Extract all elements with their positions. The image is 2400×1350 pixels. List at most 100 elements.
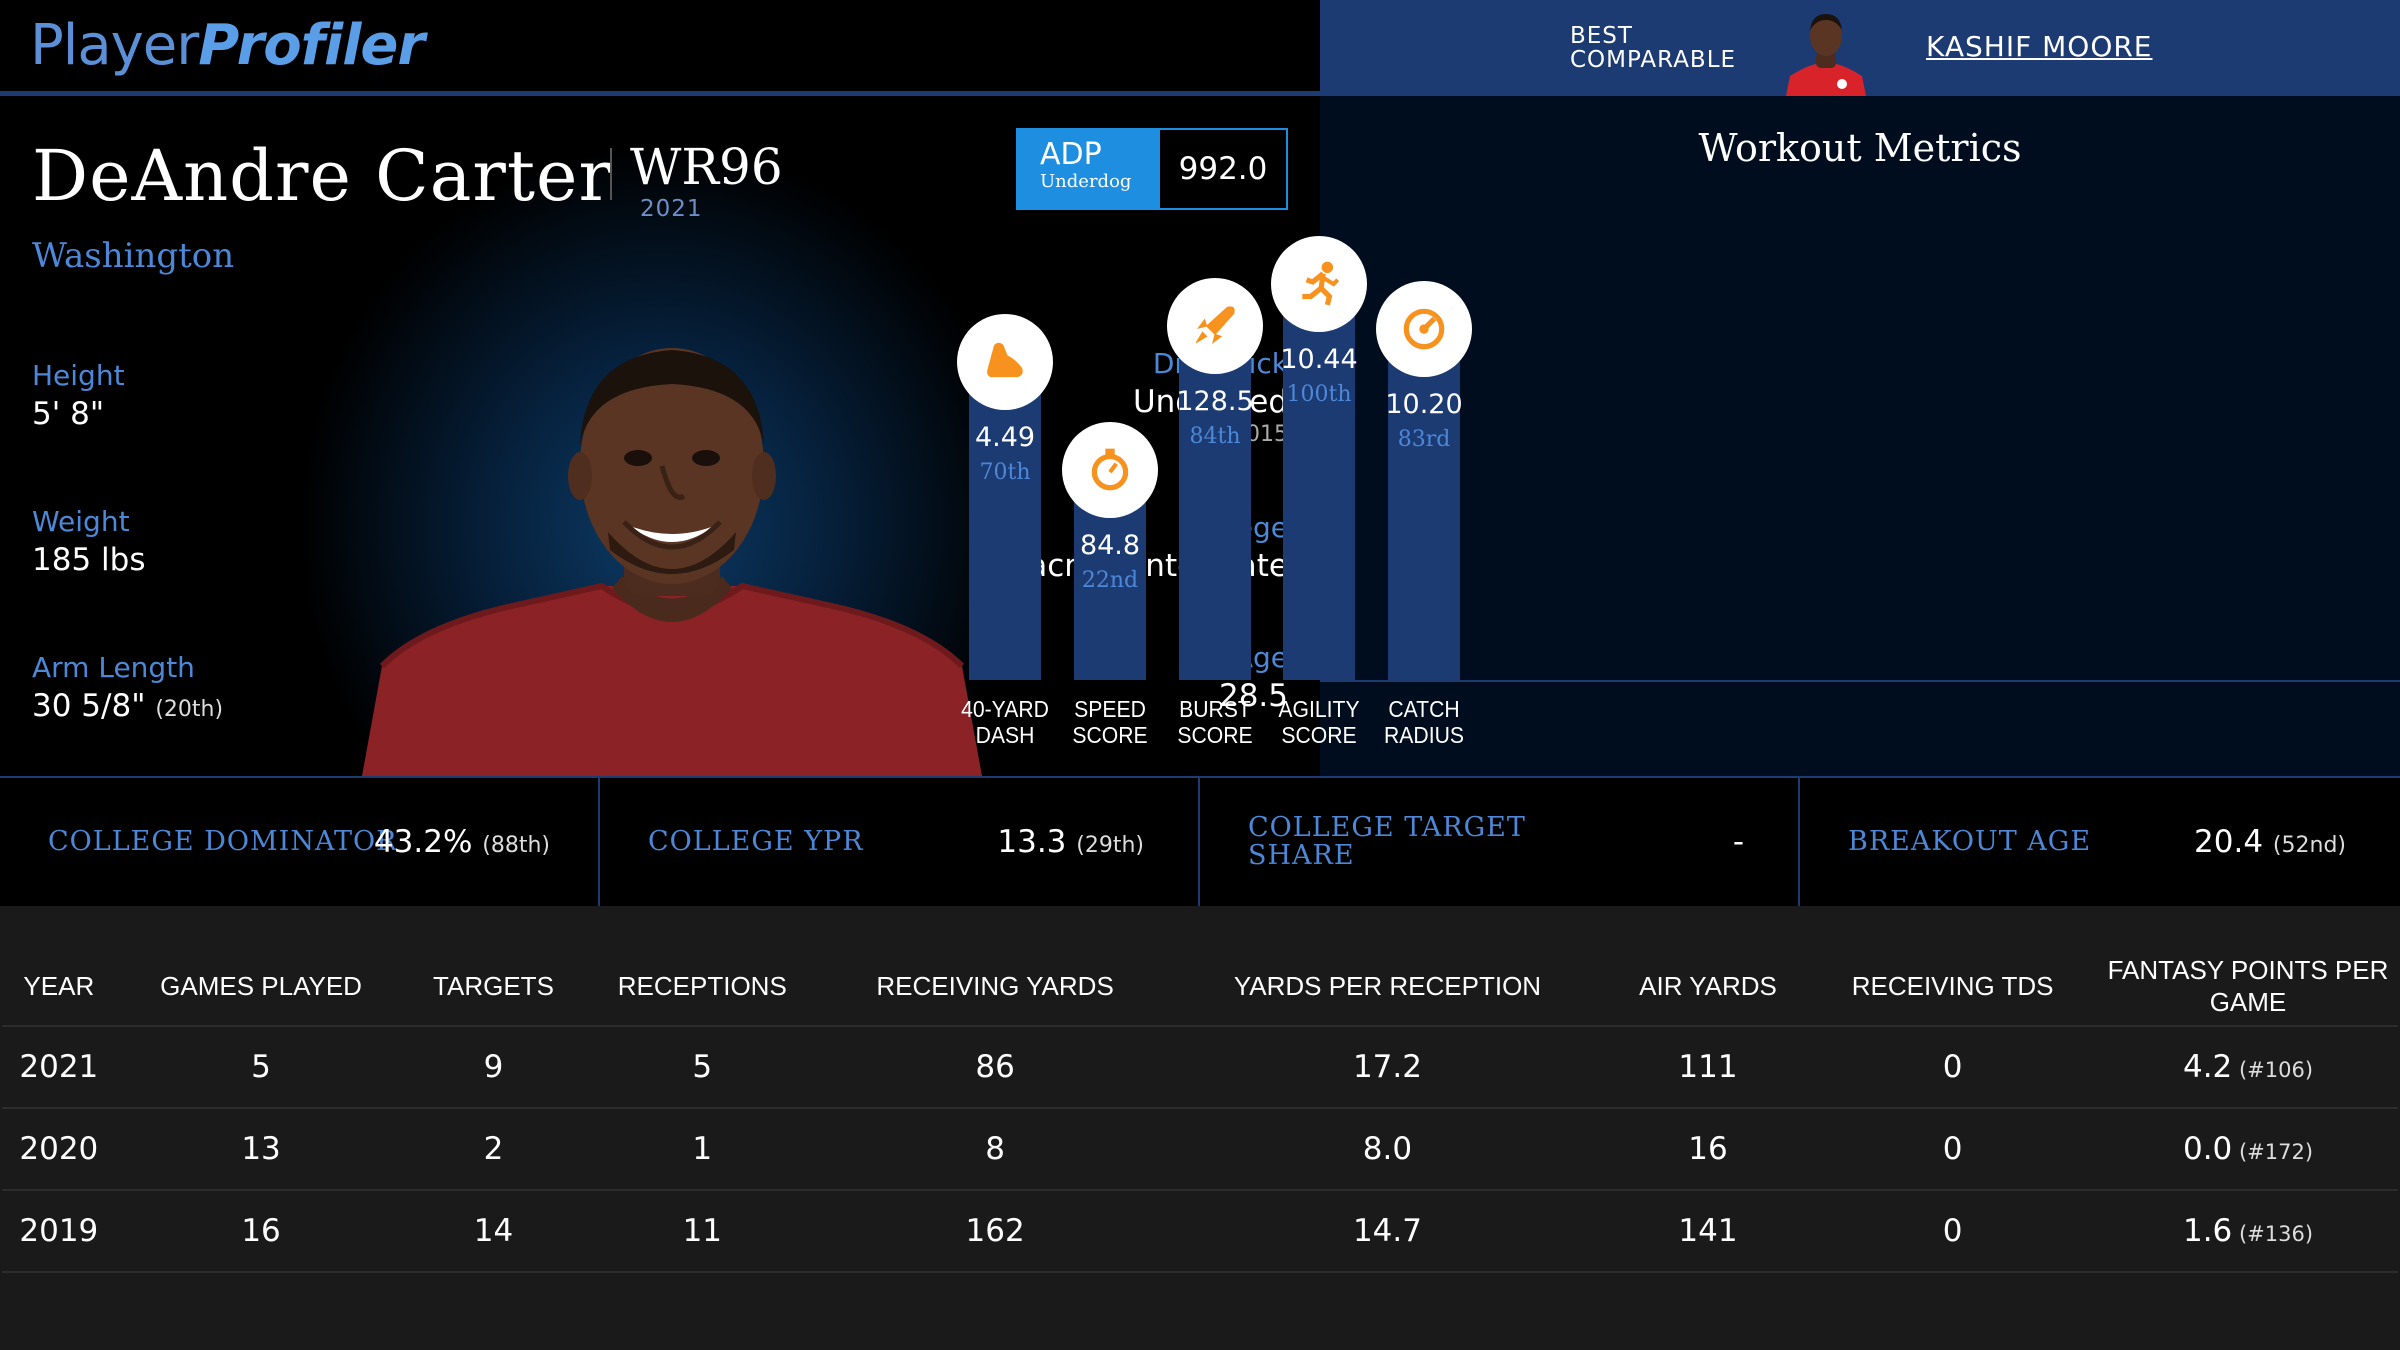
table-cell: 0 xyxy=(1807,1190,2098,1273)
college-ypr-percentile: (29th) xyxy=(1076,833,1144,858)
adp-badge: ADP Underdog 992.0 xyxy=(1016,128,1288,210)
table-cell: 9 xyxy=(406,1026,581,1109)
workout-percentile: 22nd xyxy=(1081,568,1139,593)
college-target-share-label[interactable]: COLLEGE TARGET SHARE xyxy=(1248,814,1526,870)
weight-label: Weight xyxy=(32,505,130,538)
team-name[interactable]: Washington xyxy=(32,236,235,276)
college-dominator-percentile: (88th) xyxy=(482,833,550,858)
workout-bar-catch[interactable] xyxy=(1388,333,1460,680)
breakout-age-value-row: 20.4 (52nd) xyxy=(2194,824,2346,860)
workout-metrics-chart: Workout Metrics 4.49 70th 40-YARD DASH 84.8 2… xyxy=(957,96,2400,776)
table-cell: 5 xyxy=(580,1026,825,1109)
height-value: 5' 8" xyxy=(32,396,105,432)
workout-metrics-title: Workout Metrics xyxy=(1698,126,2022,170)
college-target-share-value: - xyxy=(1732,824,1744,860)
adp-value: 992.0 xyxy=(1178,151,1268,187)
table-cell: 141 xyxy=(1608,1190,1808,1273)
player-headshot xyxy=(362,348,982,776)
fantasy-rank: (#172) xyxy=(2232,1140,2314,1164)
college-dominator-label[interactable]: COLLEGE DOMINATOR xyxy=(48,828,397,856)
brand-header: PlayerProfiler xyxy=(0,0,1320,96)
shoe-icon xyxy=(957,314,1053,410)
arm-length-value: 30 5/8" xyxy=(32,688,146,724)
player-name: DeAndre Carter xyxy=(32,135,613,217)
position-rank: WR96 xyxy=(630,138,783,196)
table-cell: 0.0 (#172) xyxy=(2098,1108,2398,1191)
college-dominator-value: 43.2% xyxy=(373,824,473,860)
college-dominator-cell: COLLEGE DOMINATOR 43.2% (88th) xyxy=(0,778,600,906)
college-target-share-label-line2: SHARE xyxy=(1248,840,1355,871)
workout-value: 128.5 xyxy=(1176,386,1254,417)
stopwatch-icon xyxy=(1062,422,1158,518)
table-row: 2019 16 14 11 162 14.7 141 0 1.6 (#136) xyxy=(2,1190,2398,1273)
table-row: 2020 13 2 1 8 8.0 16 0 0.0 (#172) xyxy=(2,1108,2398,1191)
table-cell: 5 xyxy=(115,1026,407,1109)
weight-stat: Weight 185 lbs xyxy=(32,504,145,580)
college-metrics-strip: COLLEGE DOMINATOR 43.2% (88th) COLLEGE Y… xyxy=(0,776,2400,906)
table-cell: 8.0 xyxy=(1166,1108,1609,1191)
target-icon xyxy=(1376,281,1472,377)
column-header-yards-per-reception[interactable]: YARDS PER RECEPTION xyxy=(1166,946,1609,1027)
best-comparable-label-line2: COMPARABLE xyxy=(1570,47,1737,73)
college-ypr-cell: COLLEGE YPR 13.3 (29th) xyxy=(600,778,1200,906)
position-rank-season: 2021 xyxy=(640,196,703,222)
best-comparable-bar: BEST COMPARABLE KASHIF MOORE xyxy=(1320,0,2400,96)
workout-category-label: CATCH RADIUS xyxy=(1384,696,1464,748)
college-dominator-value-row: 43.2% (88th) xyxy=(374,824,550,860)
column-header-fantasy-points-per-game[interactable]: FANTASY POINTS PER GAME xyxy=(2098,946,2398,1027)
playerprofiler-logo[interactable]: PlayerProfiler xyxy=(30,14,425,78)
comparable-player-link[interactable]: KASHIF MOORE xyxy=(1926,30,2153,63)
table-cell: 162 xyxy=(824,1190,1167,1273)
workout-category-label: SPEED SCORE xyxy=(1072,696,1148,748)
workout-percentile: 70th xyxy=(979,460,1031,485)
arm-length-stat: Arm Length 30 5/8" (20th) xyxy=(32,650,223,730)
workout-value: 10.20 xyxy=(1385,389,1463,420)
college-target-share-label-line1: COLLEGE TARGET xyxy=(1248,812,1526,843)
weight-value: 185 lbs xyxy=(32,542,146,578)
height-label: Height xyxy=(32,359,125,392)
comparable-player-photo xyxy=(1786,14,1866,96)
workout-category-label: 40-YARD DASH xyxy=(961,696,1049,748)
table-header-row: YEAR GAMES PLAYED TARGETS RECEPTIONS RECEIVI… xyxy=(2,946,2398,1027)
workout-percentile: 83rd xyxy=(1397,427,1451,452)
name-divider xyxy=(610,148,612,200)
season-stats-section: YEAR GAMES PLAYED TARGETS RECEPTIONS RECEIVI… xyxy=(0,906,2400,1350)
table-cell: 0 xyxy=(1807,1108,2098,1191)
table-cell: 1 xyxy=(580,1108,825,1191)
table-cell: 0 xyxy=(1807,1026,2098,1109)
breakout-age-label[interactable]: BREAKOUT AGE xyxy=(1848,828,2091,856)
column-header-receiving-tds[interactable]: RECEIVING TDS xyxy=(1807,946,2098,1027)
college-dominator-label-text: COLLEGE DOMINATOR xyxy=(48,826,398,857)
breakout-age-percentile: (52nd) xyxy=(2272,833,2346,858)
column-header-receiving-yards[interactable]: RECEIVING YARDS xyxy=(824,946,1167,1027)
table-cell: 4.2 (#106) xyxy=(2098,1026,2398,1109)
column-header-air-yards[interactable]: AIR YARDS xyxy=(1608,946,1808,1027)
best-comparable-label-line1: BEST xyxy=(1570,23,1633,49)
table-cell: 11 xyxy=(580,1190,825,1273)
column-header-games-played[interactable]: GAMES PLAYED xyxy=(115,946,407,1027)
table-cell: 14.7 xyxy=(1166,1190,1609,1273)
workout-bar-burst[interactable] xyxy=(1179,330,1251,680)
column-header-targets[interactable]: TARGETS xyxy=(406,946,581,1027)
college-ypr-value: 13.3 xyxy=(997,824,1067,860)
table-cell: 16 xyxy=(1608,1108,1808,1191)
adp-label-box: ADP Underdog xyxy=(1018,130,1160,208)
workout-bar-agility[interactable] xyxy=(1283,288,1355,680)
workout-value: 84.8 xyxy=(1079,530,1141,561)
table-cell: 16 xyxy=(115,1190,407,1273)
fantasy-rank: (#136) xyxy=(2232,1222,2314,1246)
column-header-receptions[interactable]: RECEPTIONS xyxy=(580,946,825,1027)
college-ypr-label[interactable]: COLLEGE YPR xyxy=(648,828,864,856)
table-cell: 14 xyxy=(406,1190,581,1273)
workout-value: 4.49 xyxy=(974,422,1036,453)
runner-icon xyxy=(1271,236,1367,332)
workout-bar-40-yard[interactable] xyxy=(969,366,1041,680)
best-comparable-label: BEST COMPARABLE xyxy=(1570,24,1736,72)
workout-category-label: AGILITY SCORE xyxy=(1278,696,1360,748)
arm-length-label: Arm Length xyxy=(32,651,195,684)
college-ypr-value-row: 13.3 (29th) xyxy=(997,824,1144,860)
arm-length-value-row: 30 5/8" (20th) xyxy=(32,686,223,730)
table-cell: 2 xyxy=(406,1108,581,1191)
college-target-share-cell: COLLEGE TARGET SHARE - xyxy=(1200,778,1800,906)
column-header-year[interactable]: YEAR xyxy=(2,946,116,1027)
